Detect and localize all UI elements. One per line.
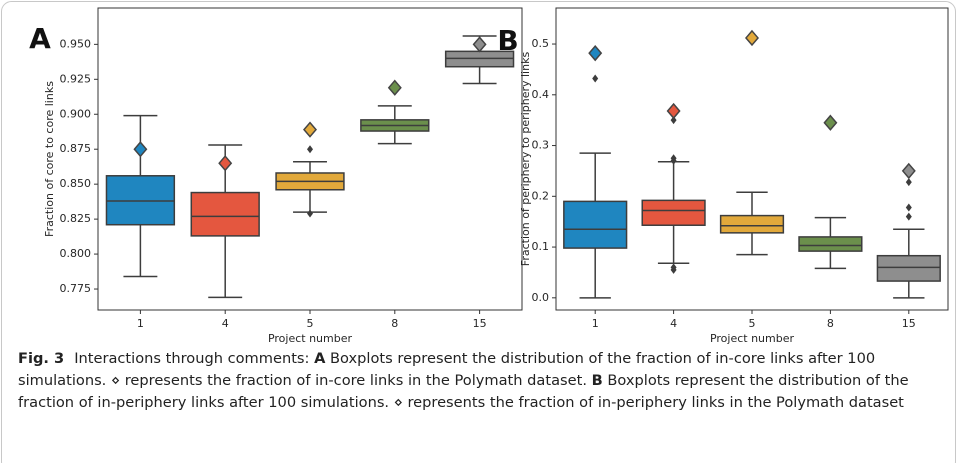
outlier [905, 212, 912, 221]
observed-diamond [387, 79, 402, 96]
x-tick-label: 5 [749, 317, 756, 330]
observed-diamond [588, 45, 603, 62]
observed-diamond [823, 114, 838, 131]
outlier [905, 178, 912, 187]
outlier [307, 145, 313, 154]
box [798, 236, 863, 252]
y-tick-label: 0.800 [60, 247, 92, 260]
outlier [670, 156, 677, 165]
x-tick-label: 5 [307, 317, 314, 330]
caption-text: Boxplots represent the distribution of t… [18, 350, 876, 389]
outlier [905, 203, 912, 212]
observed-diamond [666, 102, 681, 120]
observed-diamond [901, 162, 916, 180]
y-tick-label: 0.3 [532, 139, 550, 152]
panel-label: B [497, 24, 518, 57]
caption-bold: Fig. 3 [18, 350, 65, 367]
box [876, 254, 941, 282]
caption: Fig. 3 Interactions through comments: A B… [18, 348, 940, 414]
y-tick-label: 0.950 [60, 37, 92, 50]
box [719, 214, 785, 234]
y-tick-label: 0.925 [60, 72, 92, 85]
y-tick-label: 0.875 [60, 142, 92, 155]
y-tick-label: 0.775 [60, 282, 92, 295]
outlier [307, 209, 313, 218]
y-tick-label: 0.4 [532, 88, 550, 101]
x-tick-label: 8 [391, 317, 398, 330]
x-tick-label: 15 [473, 317, 487, 330]
x-tick-label: 1 [592, 317, 599, 330]
caption-bold: B [591, 372, 603, 389]
outlier [670, 263, 677, 272]
outlier [592, 74, 599, 83]
x-tick-label: 4 [222, 317, 229, 330]
x-axis-label: Project number [268, 332, 353, 345]
observed-diamond [303, 121, 317, 138]
caption-bold: A [314, 350, 326, 367]
x-axis-label: Project number [710, 332, 795, 345]
y-tick-label: 0.850 [60, 177, 92, 190]
observed-diamond [745, 29, 759, 47]
observed-diamond [133, 141, 148, 158]
y-axis-label: Fraction of core to core links [43, 81, 56, 237]
x-tick-label: 8 [827, 317, 834, 330]
y-tick-label: 0.900 [60, 107, 92, 120]
observed-diamond [218, 155, 233, 172]
y-tick-label: 0.825 [60, 212, 92, 225]
y-tick-label: 0.1 [532, 240, 550, 253]
x-tick-label: 1 [137, 317, 144, 330]
y-tick-label: 0.0 [532, 291, 550, 304]
y-axis-label: Fraction of periphery to periphery links [519, 52, 532, 267]
x-tick-label: 15 [902, 317, 916, 330]
caption-text: Boxplots represent the distribution of t… [18, 372, 909, 411]
panel-label: A [29, 22, 51, 55]
caption-text: Interactions through comments: [74, 350, 315, 367]
y-tick-label: 0.5 [532, 37, 550, 50]
box [190, 191, 260, 237]
box [563, 200, 628, 249]
y-tick-label: 0.2 [532, 189, 550, 202]
outlier [670, 116, 677, 125]
box [641, 199, 706, 226]
x-tick-label: 4 [670, 317, 677, 330]
observed-diamond [472, 36, 487, 53]
